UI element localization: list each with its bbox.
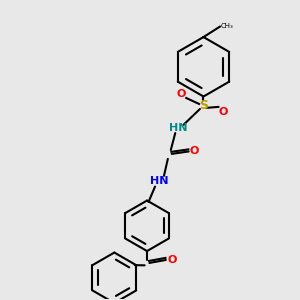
Text: O: O: [218, 107, 227, 117]
Text: CH₃: CH₃: [221, 23, 233, 29]
Text: HN: HN: [169, 123, 188, 133]
Text: O: O: [176, 88, 186, 98]
Text: O: O: [189, 146, 199, 157]
Text: HN: HN: [150, 176, 168, 186]
Text: S: S: [199, 99, 208, 112]
Text: O: O: [168, 255, 177, 265]
